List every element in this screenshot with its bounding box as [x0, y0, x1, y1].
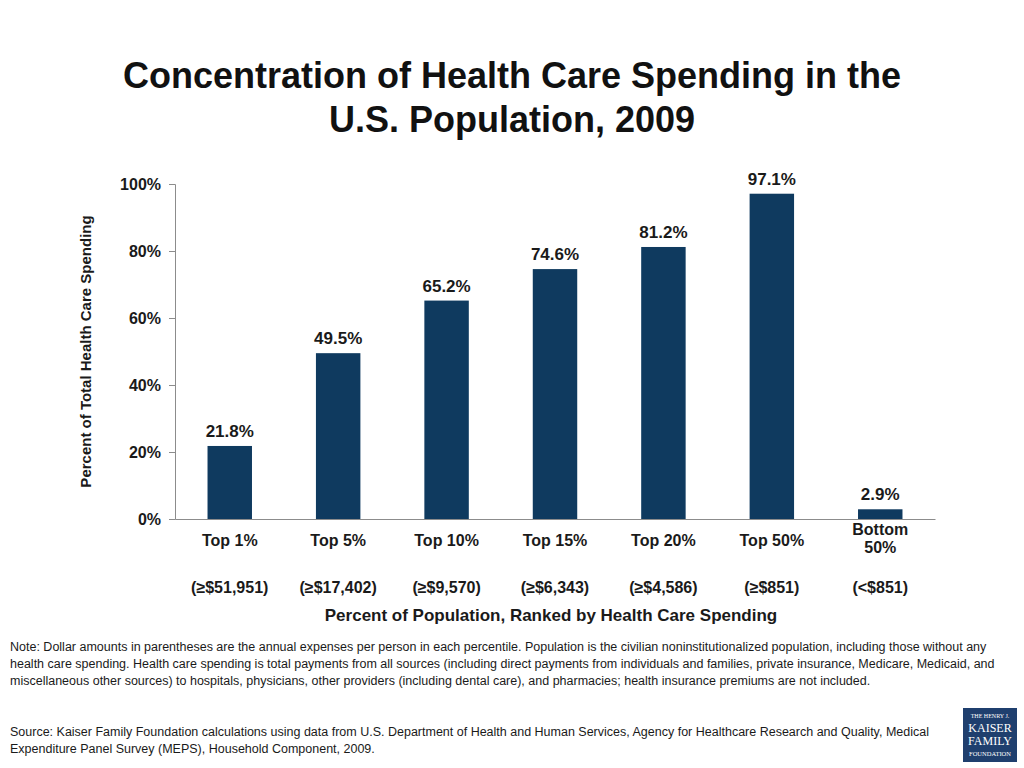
bar: [641, 247, 685, 519]
note: Note: Dollar amounts in parentheses are …: [10, 640, 995, 688]
axis-line: [176, 519, 936, 520]
category-sublabel: (≥$9,570): [412, 579, 480, 596]
tick-label: Top 1%: [202, 532, 258, 549]
tick-label: Top 5%: [310, 532, 366, 549]
x-axis-title: Percent of Population, Ranked by Health …: [325, 606, 777, 625]
logo-text: FAMILY: [968, 734, 1012, 748]
axis-line: [169, 185, 176, 520]
source: Source: Kaiser Family Foundation calcula…: [10, 725, 929, 756]
x-axis: Top 1% Top 5% Top 10% Top 15% Top 20% Top 50%…: [176, 519, 936, 556]
tick: Bottom50%: [852, 519, 908, 556]
logo-box: [963, 708, 1017, 762]
tick-mark: [169, 184, 175, 185]
tick-mark: [169, 251, 175, 252]
tick-label: 0%: [138, 511, 161, 528]
text-line: U.S. Population, 2009: [329, 99, 695, 140]
tick: 100%: [120, 176, 175, 193]
text-line: Note: Dollar amounts in parentheses are …: [10, 640, 987, 654]
bar: [858, 509, 902, 519]
category-sublabel: (≥$851): [744, 579, 799, 596]
data-label: 65.2%: [422, 277, 470, 296]
text-line: Expenditure Panel Survey (MEPS), Househo…: [10, 742, 375, 756]
tick: 60%: [129, 310, 175, 327]
bar: [750, 194, 794, 519]
tick-label: 40%: [129, 377, 161, 394]
tick: Top 50%: [740, 519, 805, 549]
data-label: 97.1%: [748, 170, 796, 189]
tick: Top 15%: [523, 519, 588, 549]
tick-label: 20%: [129, 444, 161, 461]
data-labels: 21.8% 49.5% 65.2% 74.6% 81.2% 97.1% 2.9%: [206, 170, 900, 505]
tick-label: Bottom50%: [852, 521, 908, 556]
tick: Top 5%: [310, 519, 366, 549]
category-sublabel: (≥$51,951): [191, 579, 268, 596]
tick-label: Top 50%: [740, 532, 805, 549]
sublabels: (≥$51,951) (≥$17,402) (≥$9,570) (≥$6,343) (≥…: [191, 579, 908, 596]
data-label: 21.8%: [206, 422, 254, 441]
tick: Top 1%: [202, 519, 258, 549]
tick-mark: [169, 452, 175, 453]
bar: [208, 446, 252, 519]
category-sublabel: (<$851): [852, 579, 908, 596]
category-sublabel: (≥$17,402): [300, 579, 377, 596]
tick-mark: [169, 318, 175, 319]
text-line: 50%: [864, 539, 896, 556]
text-line: miscellaneous other sources) to hospital…: [10, 674, 870, 688]
logo: THE HENRY J. KAISERFAMILY FOUNDATION: [963, 708, 1017, 762]
text-line: Bottom: [852, 521, 908, 538]
data-label: 74.6%: [531, 245, 579, 264]
chart: Concentration of Health Care Spending in…: [0, 0, 1024, 768]
bars: [208, 194, 903, 519]
tick-label: Top 20%: [631, 532, 696, 549]
data-label: 49.5%: [314, 329, 362, 348]
y-axis-title: Percent of Total Health Care Spending: [77, 215, 94, 487]
text-line: health care spending. Health care spendi…: [10, 657, 995, 671]
tick-mark: [169, 385, 175, 386]
y-axis: 0% 20% 40% 60% 80% 100%: [120, 176, 175, 528]
tick: Top 20%: [631, 519, 696, 549]
category-sublabel: (≥$6,343): [521, 579, 589, 596]
tick: 0%: [138, 511, 175, 528]
tick: 40%: [129, 377, 175, 394]
tick-label: Top 10%: [414, 532, 479, 549]
tick-label: 60%: [129, 310, 161, 327]
text-line: Concentration of Health Care Spending in…: [123, 55, 901, 96]
logo-text: KAISER: [968, 721, 1011, 735]
tick: 80%: [129, 243, 175, 260]
logo-text: THE HENRY J.: [971, 713, 1010, 719]
tick-label: Top 15%: [523, 532, 588, 549]
bar: [424, 301, 468, 519]
tick: Top 10%: [414, 519, 479, 549]
tick-label: 100%: [120, 176, 161, 193]
tick-mark: [169, 519, 175, 520]
text-line: Source: Kaiser Family Foundation calcula…: [10, 725, 929, 739]
tick: 20%: [129, 444, 175, 461]
data-label: 2.9%: [861, 485, 900, 504]
bar: [316, 353, 360, 519]
title: Concentration of Health Care Spending in…: [123, 55, 901, 140]
tick-label: 80%: [129, 243, 161, 260]
logo-text: FOUNDATION: [969, 750, 1011, 757]
data-label: 81.2%: [639, 223, 687, 242]
bar: [533, 269, 577, 519]
category-sublabel: (≥$4,586): [629, 579, 697, 596]
